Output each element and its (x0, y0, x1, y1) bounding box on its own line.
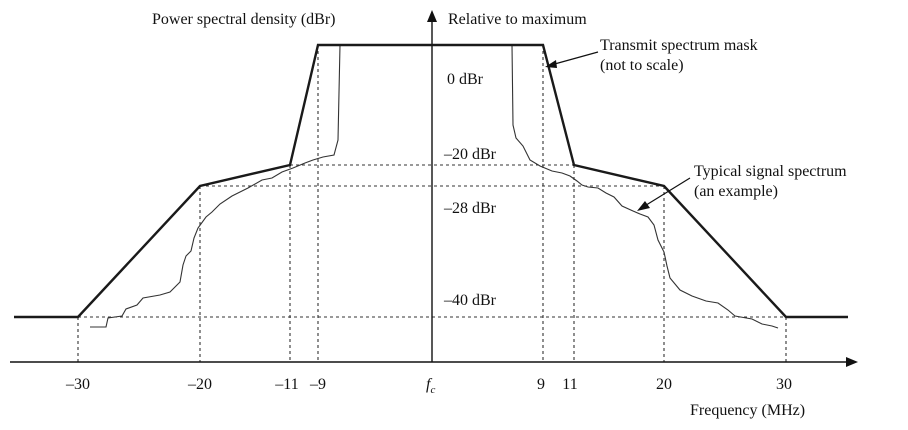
level-label-minus28: –28 dBr (443, 200, 497, 217)
frequency-axis-arrowhead (846, 357, 858, 367)
level-label-0: 0 dBr (447, 71, 484, 88)
typical-signal-curve (90, 44, 341, 328)
x-axis-title: Frequency (MHz) (690, 402, 805, 419)
x-tick-11: 11 (562, 376, 577, 393)
x-tick-9: 9 (537, 376, 545, 393)
transmit-mask-line (14, 43, 848, 319)
x-tick-minus9: –9 (309, 376, 326, 393)
level-label-minus40: –40 dBr (443, 292, 497, 309)
center-frequency-symbol: f (426, 376, 433, 393)
mask-label-line2: (not to scale) (600, 57, 684, 74)
signal-label-line2: (an example) (694, 183, 778, 200)
signal-label-pointer-head (637, 201, 650, 211)
signal-label-line1: Typical signal spectrum (694, 163, 847, 180)
y-axis-title: Power spectral density (dBr) (152, 11, 336, 28)
center-frequency-subscript: c (430, 384, 435, 396)
y-axis-note: Relative to maximum (448, 11, 587, 28)
x-tick-30: 30 (776, 376, 792, 393)
mask-label-line1: Transmit spectrum mask (600, 37, 758, 54)
x-tick-minus11: –11 (274, 376, 298, 393)
x-tick-minus20: –20 (187, 376, 212, 393)
mask-label-pointer-head (545, 60, 557, 68)
level-label-minus20: –20 dBr (443, 146, 497, 163)
psd-axis-arrowhead (427, 10, 437, 22)
x-tick-minus30: –30 (65, 376, 90, 393)
mask-label-pointer (550, 51, 599, 66)
typical-signal-curve-right (511, 44, 779, 329)
signal-label-pointer (642, 177, 691, 208)
center-frequency-label: fc (426, 376, 435, 396)
x-tick-20: 20 (656, 376, 672, 393)
